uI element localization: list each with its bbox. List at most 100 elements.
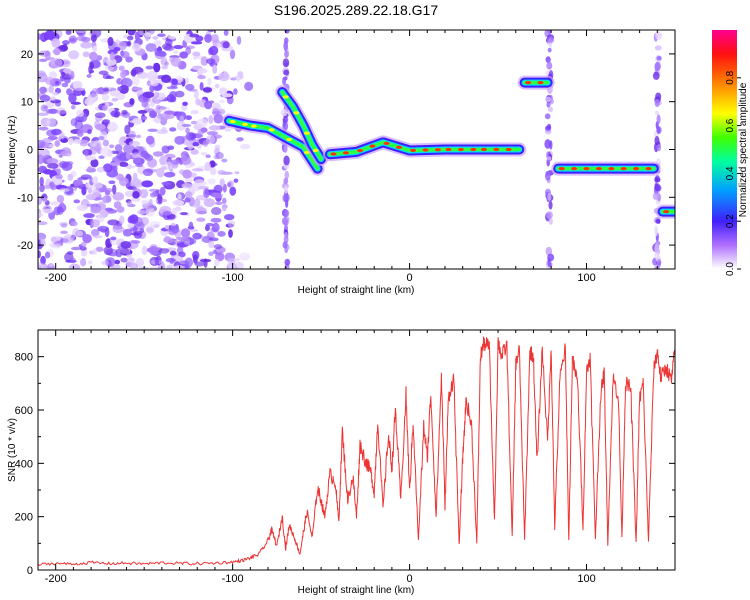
noise-blob: [184, 197, 191, 203]
spectrogram-xtick-label: 0: [407, 272, 413, 284]
noise-blob: [95, 246, 104, 252]
noise-blob: [135, 257, 145, 268]
track-hotspot: [312, 148, 319, 153]
noise-blob: [70, 257, 76, 264]
noise-blob: [154, 91, 160, 99]
burst-blob: [656, 126, 662, 134]
noise-blob: [54, 140, 61, 147]
noise-blob: [208, 115, 214, 124]
noise-blob: [150, 79, 159, 87]
noise-blob: [47, 135, 58, 141]
noise-blob: [126, 201, 133, 208]
noise-blob: [120, 257, 128, 263]
track-hotspot: [410, 148, 417, 152]
noise-blob: [209, 45, 219, 56]
noise-blob: [97, 86, 105, 94]
noise-blob: [194, 179, 205, 184]
noise-blob: [132, 117, 143, 125]
noise-blob: [236, 74, 241, 83]
noise-blob: [170, 57, 182, 67]
track-hotspot: [330, 152, 337, 156]
noise-blob: [100, 209, 108, 218]
burst-blob: [280, 108, 288, 117]
burst-blob: [656, 144, 661, 152]
burst-blob: [654, 45, 662, 51]
noise-blob: [184, 191, 193, 199]
noise-blob: [141, 180, 154, 188]
noise-blob: [204, 33, 213, 43]
noise-blob: [121, 266, 129, 269]
colorbar-tick-label: 0.8: [725, 70, 736, 84]
noise-blob: [47, 163, 59, 169]
noise-blob: [53, 48, 61, 56]
noise-blob: [207, 78, 212, 86]
noise-blob: [229, 49, 236, 60]
burst-blob: [283, 155, 290, 166]
noise-blob: [156, 167, 165, 178]
noise-blob: [145, 135, 155, 145]
burst-blob: [654, 243, 660, 254]
noise-blob: [72, 80, 83, 90]
snr-xtick-label: -100: [222, 573, 244, 585]
burst-blob: [283, 69, 290, 76]
burst-blob: [284, 37, 289, 44]
noise-blob: [149, 192, 158, 198]
noise-blob: [98, 128, 111, 133]
burst-blob: [655, 218, 661, 224]
noise-blob: [163, 237, 175, 244]
noise-blob: [172, 207, 178, 216]
noise-blob: [152, 117, 161, 123]
noise-blob: [112, 225, 125, 234]
noise-blob: [90, 219, 100, 228]
burst-blob: [654, 99, 660, 108]
noise-blob: [88, 51, 98, 61]
noise-blob: [155, 104, 162, 114]
burst-blob: [654, 176, 659, 183]
noise-blob: [39, 94, 51, 102]
noise-blob: [87, 166, 92, 171]
track-hotspot: [357, 149, 364, 153]
snr-axes: -200 -100 0 100 0 200 400 600 800: [15, 329, 676, 585]
noise-blob: [114, 259, 121, 265]
noise-blob: [176, 236, 187, 241]
snr-xtick-label: 0: [407, 573, 413, 585]
noise-blob: [176, 246, 184, 255]
snr-ylabel: SNR (10 * v/v): [7, 418, 18, 482]
noise-blob: [135, 163, 144, 167]
noise-blob: [227, 220, 236, 228]
noise-blob: [168, 36, 176, 40]
noise-blob: [153, 62, 161, 73]
noise-blob: [119, 247, 130, 256]
noise-blob: [39, 176, 44, 186]
noise-blob: [189, 228, 199, 232]
noise-blob: [159, 155, 168, 166]
noise-blob: [124, 190, 135, 198]
noise-blob: [38, 58, 48, 62]
noise-blob: [172, 50, 179, 54]
noise-blob: [38, 72, 48, 83]
noise-blob: [91, 87, 99, 97]
spectrogram-ytick-label: -20: [17, 240, 33, 252]
track-hotspot: [422, 148, 429, 152]
noise-blob: [56, 206, 64, 215]
noise-blob: [94, 182, 103, 189]
noise-blob: [132, 191, 140, 199]
noise-blob: [130, 69, 137, 77]
noise-blob: [120, 241, 132, 249]
noise-blob: [127, 222, 135, 229]
noise-blob: [45, 77, 55, 86]
noise-blob: [185, 115, 193, 121]
noise-blob: [39, 184, 45, 193]
noise-blob: [94, 112, 106, 119]
noise-blob: [127, 186, 137, 191]
noise-blob: [126, 257, 135, 267]
noise-blob: [118, 41, 127, 51]
noise-blob: [120, 77, 133, 88]
noise-blob: [101, 93, 110, 101]
noise-blob: [101, 260, 109, 266]
noise-blob: [46, 158, 58, 165]
spectrogram-ylabel: Frequency (Hz): [7, 116, 18, 185]
noise-blob: [209, 167, 217, 176]
noise-blob: [182, 169, 192, 179]
noise-blob: [174, 90, 185, 98]
